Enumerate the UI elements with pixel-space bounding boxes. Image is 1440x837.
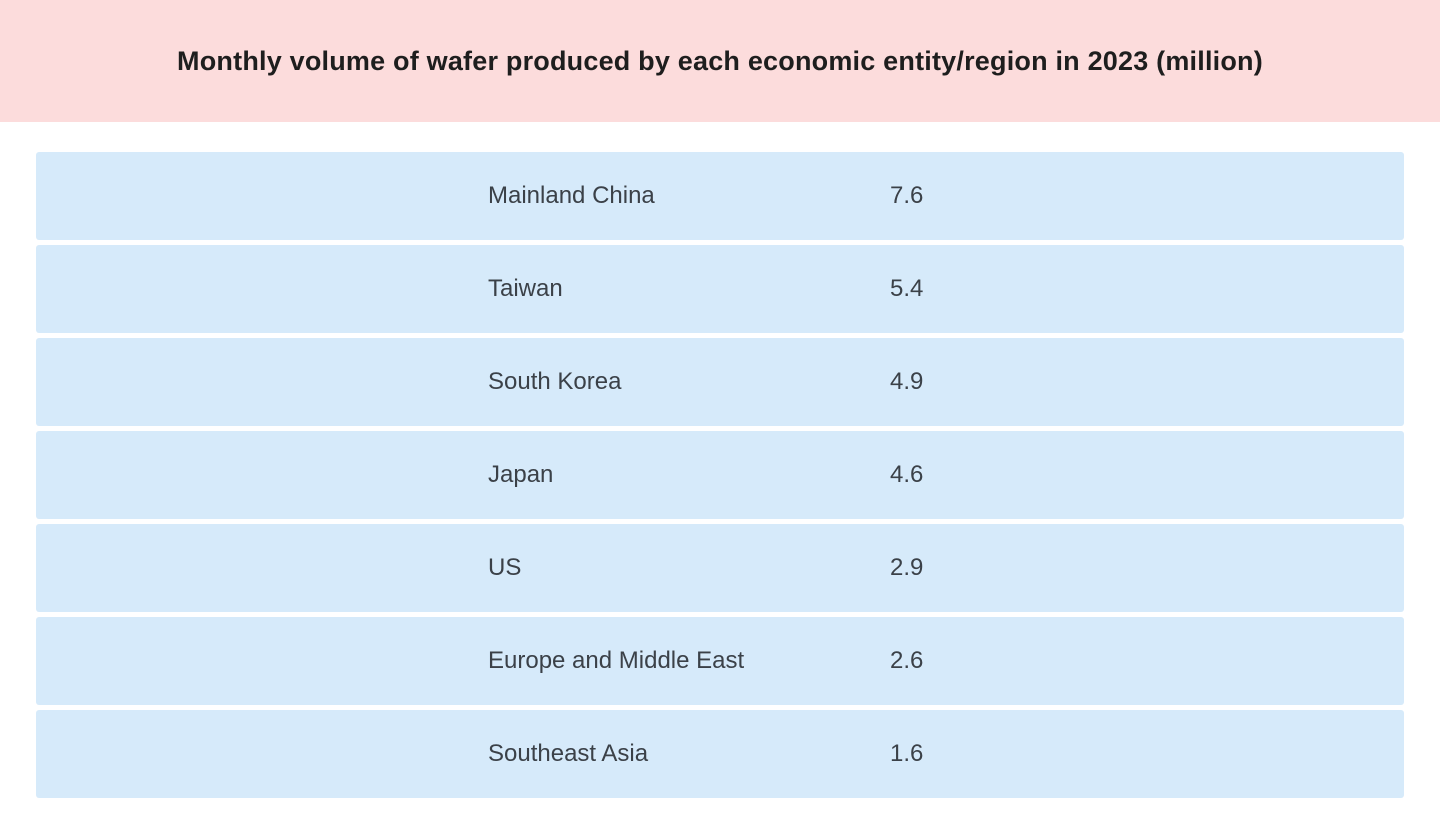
table-row: Taiwan 5.4: [36, 245, 1404, 333]
region-label: Japan: [488, 461, 554, 488]
region-label: Taiwan: [488, 275, 563, 302]
table-row: Europe and Middle East 2.6: [36, 617, 1404, 705]
title-banner: Monthly volume of wafer produced by each…: [0, 0, 1440, 122]
region-label: Mainland China: [488, 182, 655, 209]
data-table: Mainland China 7.6 Taiwan 5.4 South Kore…: [36, 152, 1404, 798]
table-row: Japan 4.6: [36, 431, 1404, 519]
region-value: 5.4: [890, 275, 924, 302]
region-value: 1.6: [890, 740, 924, 767]
page-title: Monthly volume of wafer produced by each…: [177, 45, 1263, 76]
region-label: Southeast Asia: [488, 740, 649, 767]
table-row: Southeast Asia 1.6: [36, 710, 1404, 798]
table-row: US 2.9: [36, 524, 1404, 612]
region-value: 2.9: [890, 554, 924, 581]
table-row: South Korea 4.9: [36, 338, 1404, 426]
region-value: 2.6: [890, 647, 924, 674]
region-value: 7.6: [890, 182, 924, 209]
region-label: Europe and Middle East: [488, 647, 745, 674]
region-label: South Korea: [488, 368, 622, 395]
region-label: US: [488, 554, 522, 581]
region-value: 4.9: [890, 368, 924, 395]
region-value: 4.6: [890, 461, 924, 488]
table-row: Mainland China 7.6: [36, 152, 1404, 240]
